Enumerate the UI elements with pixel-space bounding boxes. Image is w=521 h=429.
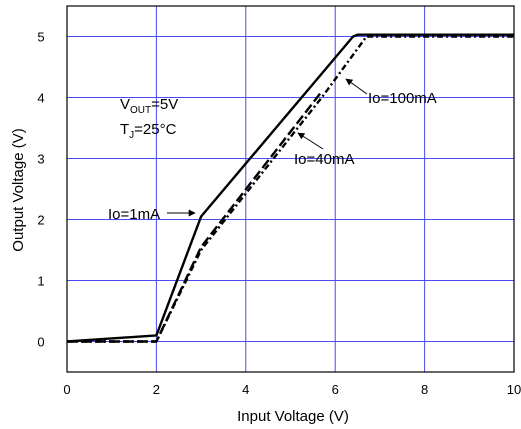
y-tick-label: 0 — [37, 335, 44, 350]
label-io-1ma: Io=1mA — [108, 206, 160, 223]
x-tick-label: 4 — [242, 382, 249, 397]
series-group — [66, 33, 514, 343]
x-tick-label: 0 — [63, 382, 70, 397]
y-tick-label: 4 — [37, 91, 44, 106]
y-axis-label: Output Voltage (V) — [10, 128, 27, 251]
y-tick-label: 3 — [37, 152, 44, 167]
label-io-100ma: Io=100mA — [368, 90, 437, 107]
y-tick-label: 5 — [37, 30, 44, 45]
x-tick-label: 2 — [153, 382, 160, 397]
series-line-io-100ma — [67, 35, 514, 343]
x-tick-label: 8 — [421, 382, 428, 397]
y-tick-label: 2 — [37, 213, 44, 228]
conditions-vout: VOUT=5V — [120, 96, 178, 116]
axis-ticks: 0 2 4 6 8 10 0 1 2 3 4 5 — [37, 30, 521, 398]
series-line-io-40ma — [67, 90, 323, 343]
series-line-io-1ma — [66, 33, 514, 343]
y-tick-label: 1 — [37, 274, 44, 289]
x-axis-label: Input Voltage (V) — [237, 408, 349, 425]
grid-lines — [67, 6, 514, 372]
x-tick-label: 10 — [507, 382, 521, 397]
conditions-tj: TJ=25°C — [120, 121, 177, 141]
plot-frame — [66, 5, 515, 373]
arrow-io-40ma — [297, 132, 324, 150]
x-tick-label: 6 — [332, 382, 339, 397]
arrow-io-100ma — [345, 78, 368, 95]
label-io-40ma: Io=40mA — [294, 151, 354, 168]
